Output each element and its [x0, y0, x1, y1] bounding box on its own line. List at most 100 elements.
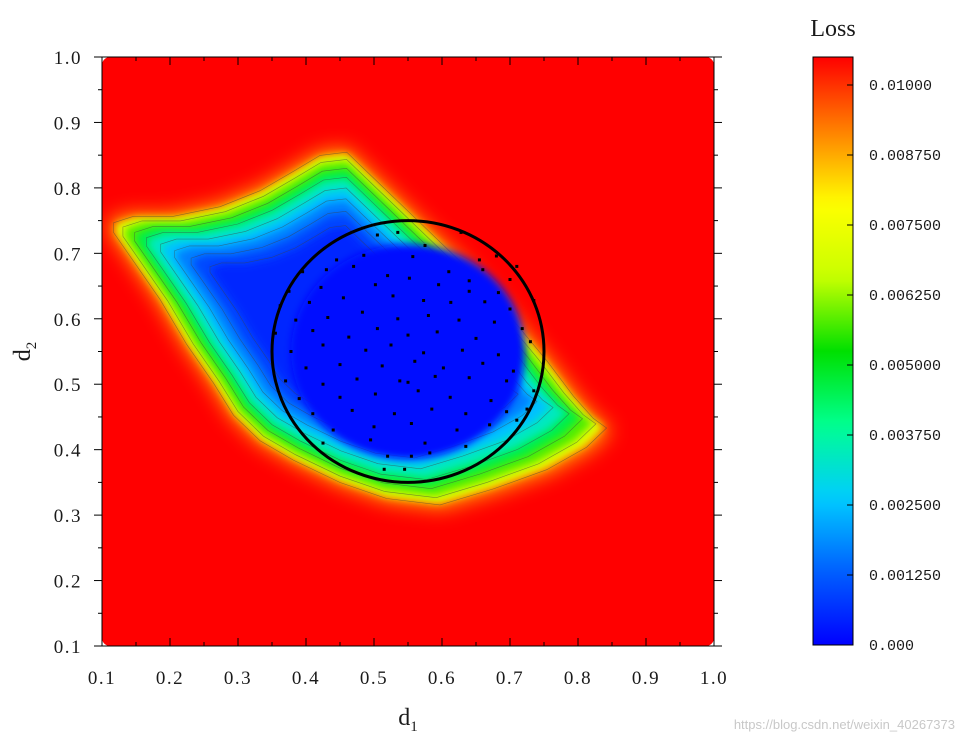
x-axis-label: d1 — [398, 705, 418, 735]
sample-point — [455, 428, 459, 432]
colorbar-tick-label: 0.005000 — [869, 358, 941, 375]
colorbar-tick-label: 0.001250 — [869, 568, 941, 585]
sample-point — [380, 364, 384, 368]
sample-point — [489, 399, 493, 403]
x-tick-label: 0.4 — [292, 668, 320, 689]
sample-point — [441, 366, 445, 370]
sample-point — [460, 348, 464, 352]
x-tick-label: 1.0 — [700, 668, 728, 689]
colorbar-tick-label: 0.008750 — [869, 148, 941, 165]
x-tick-label: 0.1 — [88, 668, 116, 689]
x-tick-label: 0.9 — [632, 668, 660, 689]
contour-line-2 — [122, 159, 597, 499]
sample-point — [520, 327, 524, 331]
sample-point — [391, 294, 395, 298]
plot-area — [102, 57, 714, 646]
sample-point — [321, 343, 325, 347]
x-tick-label: 0.3 — [224, 668, 252, 689]
sample-point — [532, 299, 536, 302]
sample-point — [287, 289, 291, 293]
sample-point — [326, 316, 330, 319]
sample-point — [413, 359, 417, 363]
y-tick-label: 0.2 — [54, 572, 82, 593]
sample-point — [505, 410, 509, 414]
sample-point — [347, 335, 351, 339]
contour-line-7 — [190, 210, 519, 446]
sample-point — [386, 274, 390, 278]
sample-point — [406, 333, 410, 337]
sample-point — [338, 363, 342, 367]
sample-point — [508, 278, 512, 281]
sample-point — [449, 300, 453, 304]
sample-point — [375, 233, 379, 237]
sample-point — [448, 395, 452, 399]
sample-point — [505, 379, 509, 383]
sample-point — [494, 254, 498, 258]
sample-point — [447, 270, 451, 274]
contour-line-3 — [134, 167, 583, 490]
sample-point — [352, 264, 356, 268]
colorbar-tick-label: 0.000 — [869, 638, 914, 655]
sample-point — [423, 441, 427, 445]
sample-point — [289, 350, 293, 353]
x-tick-label: 0.2 — [156, 668, 184, 689]
sample-point — [364, 348, 368, 352]
sample-point — [307, 300, 311, 304]
colorbar-tick-label: 0.007500 — [869, 218, 941, 235]
y-tick-label: 0.7 — [54, 244, 82, 265]
sample-point — [311, 329, 315, 333]
sample-point — [319, 285, 323, 289]
sample-point — [515, 418, 519, 422]
colorbar: 0.000 0.001250 0.002500 0.003750 0.005000 0.0… — [812, 56, 941, 655]
sample-point — [481, 361, 485, 365]
sample-point — [331, 428, 335, 432]
sample-point — [273, 331, 277, 335]
sample-point — [511, 369, 515, 373]
sample-point — [467, 279, 471, 283]
sample-point — [433, 374, 437, 378]
sample-point — [416, 389, 420, 393]
sample-point — [321, 382, 325, 386]
colorbar-tick-label: 0.006250 — [869, 288, 941, 305]
sample-point — [496, 291, 500, 295]
sample-point — [423, 244, 427, 247]
sample-point — [304, 366, 308, 370]
sample-point — [338, 395, 342, 399]
boundary-circle — [270, 219, 546, 484]
sample-point — [422, 299, 426, 302]
sample-point — [422, 351, 426, 355]
sample-point — [362, 253, 366, 257]
sample-point — [407, 276, 411, 280]
y-tick-label: 0.9 — [54, 113, 82, 134]
sample-point — [403, 467, 407, 471]
sample-point — [515, 264, 519, 268]
sample-point — [409, 422, 413, 425]
axes: 0.1 0.2 0.3 0.4 0.5 0.6 0.7 0.8 0.9 1.0 0.1 0.2 0.3 0… — [54, 48, 728, 689]
sample-point — [335, 258, 339, 262]
contour-line-5 — [160, 187, 554, 470]
sample-point — [483, 300, 487, 304]
sample-point — [437, 283, 441, 287]
sample-point — [382, 467, 386, 471]
sample-point — [496, 353, 500, 357]
sample-point — [386, 454, 390, 458]
sample-point — [409, 454, 413, 458]
sample-point — [311, 412, 315, 416]
y-tick-label: 0.4 — [54, 441, 82, 462]
sample-point — [350, 408, 354, 412]
sample-point — [301, 270, 305, 274]
y-tick-label: 0.1 — [54, 637, 82, 658]
sample-point — [481, 268, 485, 272]
sample-point — [396, 230, 400, 234]
x-tick-label: 0.7 — [496, 668, 524, 689]
sample-point — [375, 327, 379, 331]
x-tick-label: 0.8 — [564, 668, 592, 689]
sample-point — [411, 255, 415, 259]
sample-point — [355, 377, 359, 381]
low-loss-core — [291, 244, 525, 459]
sample-point — [321, 441, 325, 445]
colorbar-tick-label: 0.01000 — [869, 78, 932, 95]
sample-point — [428, 451, 432, 455]
sample-point — [373, 392, 377, 396]
